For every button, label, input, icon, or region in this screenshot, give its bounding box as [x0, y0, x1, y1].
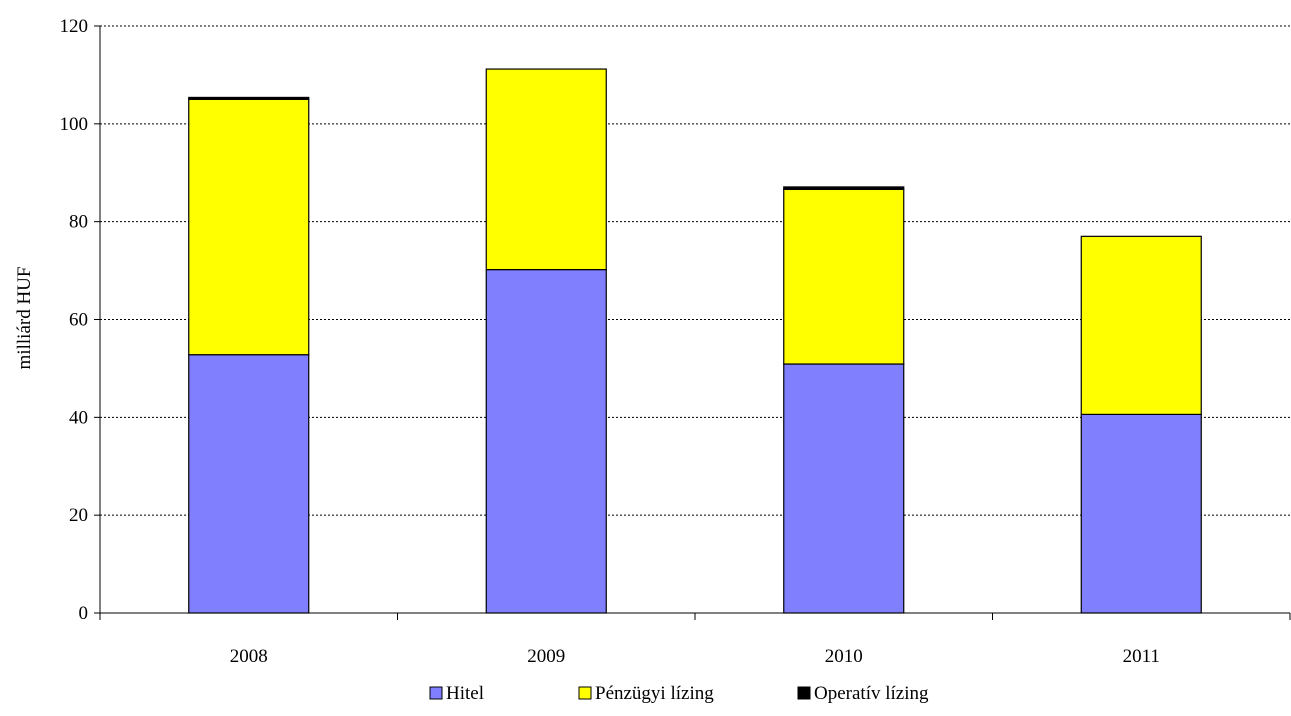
y-axis-label: milliárd HUF — [14, 267, 35, 370]
bars — [188, 68, 1202, 614]
legend-swatch-3 — [797, 686, 811, 700]
bar-2010-series-3 — [783, 186, 905, 190]
legend-label-1: Hitel — [446, 683, 484, 704]
legend-swatch-2 — [578, 686, 592, 700]
bar-2009-series-1 — [485, 269, 607, 614]
y-tick-label-20: 20 — [69, 505, 88, 526]
y-tick-label-120: 120 — [60, 16, 89, 37]
bar-2010-series-2 — [783, 188, 905, 365]
bar-2011-series-2 — [1080, 235, 1202, 415]
bar-2009-series-2 — [485, 68, 607, 271]
x-tick-label-2010: 2010 — [825, 646, 863, 667]
legend-swatch-1 — [429, 686, 443, 700]
bar-2008-series-3 — [188, 96, 310, 100]
legend: Hitel Pénzügyi lízing Operatív lízing — [429, 683, 929, 704]
y-tick-label-60: 60 — [69, 310, 88, 331]
y-tick-label-40: 40 — [69, 407, 88, 428]
y-tick-label-0: 0 — [79, 603, 89, 624]
y-tick-labels: 0 20 40 60 80 100 120 — [60, 16, 100, 624]
x-tick-label-2009: 2009 — [527, 646, 565, 667]
y-tick-label-100: 100 — [60, 114, 89, 135]
x-tick-labels: 2008 2009 2010 2011 — [99, 613, 1291, 667]
bar-2011-series-1 — [1080, 413, 1202, 614]
bar-2008-series-2 — [188, 98, 310, 356]
bar-2010-series-1 — [783, 363, 905, 614]
x-tick-label-2011: 2011 — [1123, 646, 1160, 667]
legend-label-2: Pénzügyi lízing — [595, 683, 714, 704]
legend-label-3: Operatív lízing — [814, 683, 929, 704]
y-tick-label-80: 80 — [69, 212, 88, 233]
x-tick-label-2008: 2008 — [230, 646, 268, 667]
bar-2008-series-1 — [188, 354, 310, 614]
